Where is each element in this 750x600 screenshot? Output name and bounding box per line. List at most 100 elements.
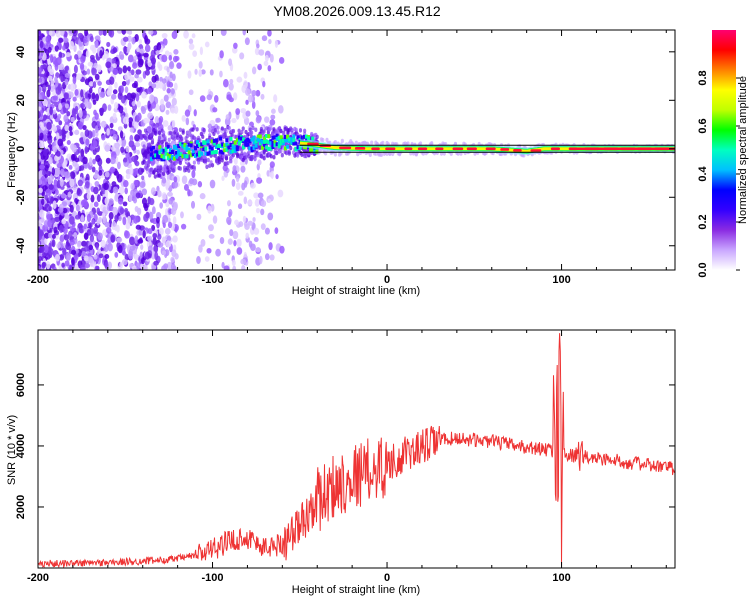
spectrogram-noise-cell [173,82,178,91]
spectrogram-noise-cell [220,30,227,36]
spectrogram-noise-cell [138,39,143,45]
spectrogram-noise-cell [69,239,75,246]
snr-ticks: -200 -100 0 100 2000 4000 6000 [15,330,675,584]
spectrogram-ridge-core [179,142,183,147]
spectrogram-ridge-halo [180,136,184,141]
spectrogram-noise-cell [48,184,54,190]
spectrogram-noise-cell [166,191,173,197]
spectrogram-noise-cell [107,242,113,252]
spectrogram-noise-cell [249,182,256,189]
spectrogram-ridge-core [223,148,227,153]
spectrogram-noise-cell [235,176,240,183]
spectrogram-noise-cell [57,138,64,147]
spectrogram-noise-cell [278,56,285,64]
spectrogram-noise-cell [141,257,145,265]
spectrogram-noise-cell [110,234,116,243]
spectrogram-noise-cell [172,265,177,270]
spectrogram-noise-cell [72,73,77,79]
spectrogram-ridge-core [286,144,290,149]
spectrogram-noise-cell [114,142,120,149]
spectrogram-noise-cell [45,35,51,44]
spectrogram-ridge-halo [279,128,283,134]
spectrogram-noise-cell [252,217,256,222]
spectrogram-noise-cell [153,244,159,254]
spectrogram-noise-cell [120,85,124,94]
spectrogram-ridge-core [156,150,160,155]
spectrogram-noise-cell [92,99,97,105]
spectrogram-noise-cell [240,165,246,173]
spectrogram-ridge-core [258,138,262,143]
spectrogram-noise-cell [245,232,250,239]
spectrogram-ridge-core [196,144,200,149]
spectrogram-noise-cell [239,160,246,167]
spectrogram-noise-cell [127,42,132,51]
spectrogram-noise-cell [98,253,104,259]
spectrogram-noise-cell [151,75,157,83]
spectrogram-noise-cell [144,38,151,45]
spectrogram-ridge-core [210,139,214,144]
spectrogram-noise-cell [39,132,44,141]
spectrogram-ridge-core [164,151,168,156]
spectrogram-noise-cell [264,253,270,261]
spectrogram-noise-cell [79,264,86,270]
spectrogram-noise-cell [233,239,237,247]
spectrogram-ridge-core [225,147,229,152]
spectrogram-noise-cell [38,67,42,75]
spectrogram-noise-cell [131,101,136,107]
spectrogram-noise-cell [65,52,71,58]
spectrogram-noise-cell [54,167,61,177]
spectrogram-noise-cell [136,149,140,155]
spectrogram-ridge-core [292,138,296,143]
spectrogram-noise-cell [61,136,66,142]
spectrogram-noise-cell [128,194,133,203]
spectrogram-noise-cell [54,76,58,84]
spectrogram-noise-cell [247,200,253,206]
spectrogram-noise-cell [46,213,52,220]
spectrogram-noise-cell [268,38,272,45]
spectrogram-noise-cell [38,171,42,180]
spectrogram-noise-cell [137,112,142,121]
spectrogram-ridge-core [223,143,227,148]
spectrogram-noise-cell [51,167,55,176]
spectrogram-noise-cell [77,121,84,130]
spectrogram-noise-cell [229,229,234,237]
spectrogram-noise-cell [236,76,243,83]
spectrogram-noise-cell [84,98,89,107]
spectrogram-ridge-halo [203,158,208,164]
spectrogram-ridge-core [292,141,296,146]
spectrogram-noise-cell [161,32,168,39]
spectrogram-noise-cell [267,212,274,221]
spectrogram-ridge-halo [141,175,145,180]
spectrogram-ridge-core [273,139,277,144]
spectrogram-noise-cell [174,55,180,61]
spectrogram-noise-cell [49,227,53,233]
spectrogram-noise-cell [269,53,274,63]
spectrogram-noise-cell [236,247,243,255]
spectrogram-noise-cell [52,56,57,65]
spectrogram-ridge-core [281,138,285,143]
spectrogram-noise-cell [233,42,238,49]
spectrogram-noise-cell [161,177,167,184]
spectrogram-ridge-core [202,147,206,152]
spectrogram-ridge-core [290,140,294,145]
spectrogram-noise-cell [168,61,175,70]
spectrogram-noise-cell [63,234,70,241]
spectrogram-noise-cell [70,83,76,92]
spectrogram-noise-cell [267,65,272,72]
spectrogram-ridge-halo [226,160,230,166]
spectrogram-noise-cell [86,192,92,200]
spectrogram-noise-cell [46,41,52,47]
spectrogram-noise-cell [69,41,75,50]
spectrogram-noise-cell [111,181,117,188]
spectrogram-ridge-core [267,134,271,139]
spectrogram-noise-cell [107,104,112,111]
spectrogram-noise-cell [104,221,110,228]
spectrogram-ridge-core [233,148,237,153]
spectrogram-noise-cell [130,92,137,99]
spectrogram-noise-cell [71,108,77,117]
spectrogram-noise-cell [43,134,48,142]
spectrogram-noise-cell [168,81,174,88]
spectrogram-ridge-core [204,151,208,156]
spectrogram-noise-cell [47,137,53,145]
